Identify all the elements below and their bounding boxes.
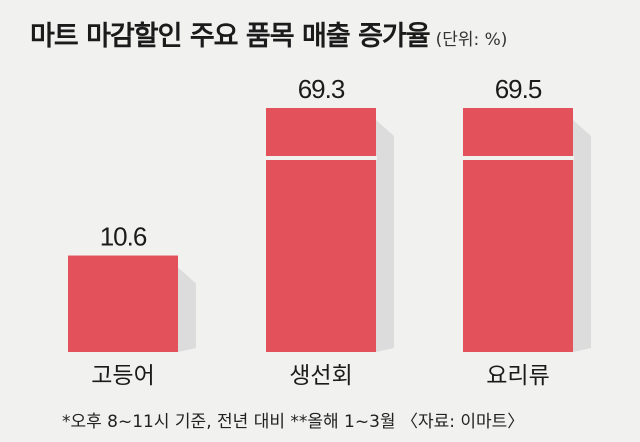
- category-label: 고등어: [91, 363, 154, 389]
- bar-2: [266, 108, 376, 352]
- chart-title: 마트 마감할인 주요 품목 매출 증가율: [30, 21, 431, 52]
- axis-break-gap: [265, 156, 377, 160]
- bar-shadow: [178, 267, 196, 352]
- value-label: 69.3: [298, 74, 345, 104]
- axis-break-gap: [462, 156, 574, 160]
- footnote: *오후 8~11시 기준, 전년 대비 **올해 1~3월 〈자료: 이마트〉: [62, 412, 525, 432]
- value-label: 69.5: [495, 74, 542, 104]
- bar-shadow: [376, 120, 394, 352]
- unit-label: (단위: %): [435, 30, 508, 50]
- title-block: 마트 마감할인 주요 품목 매출 증가율 (단위: %): [30, 14, 507, 53]
- value-label: 10.6: [100, 222, 147, 252]
- category-label: 요리류: [486, 363, 549, 389]
- bar-3: [463, 108, 573, 352]
- category-label: 생선회: [289, 363, 352, 389]
- bar-shadow: [573, 120, 591, 352]
- bar-1: [68, 255, 178, 352]
